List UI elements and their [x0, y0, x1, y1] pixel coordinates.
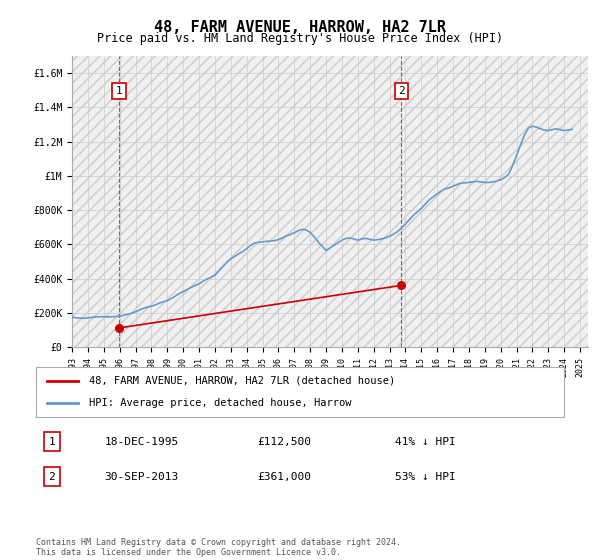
- Text: £361,000: £361,000: [258, 472, 312, 482]
- Text: 41% ↓ HPI: 41% ↓ HPI: [395, 437, 456, 447]
- Text: 48, FARM AVENUE, HARROW, HA2 7LR: 48, FARM AVENUE, HARROW, HA2 7LR: [154, 20, 446, 35]
- Text: £112,500: £112,500: [258, 437, 312, 447]
- Text: Contains HM Land Registry data © Crown copyright and database right 2024.
This d: Contains HM Land Registry data © Crown c…: [36, 538, 401, 557]
- Text: 30-SEP-2013: 30-SEP-2013: [104, 472, 179, 482]
- Text: 48, FARM AVENUE, HARROW, HA2 7LR (detached house): 48, FARM AVENUE, HARROW, HA2 7LR (detach…: [89, 376, 395, 386]
- Text: 1: 1: [49, 437, 55, 447]
- Text: HPI: Average price, detached house, Harrow: HPI: Average price, detached house, Harr…: [89, 398, 352, 408]
- Point: [397, 281, 406, 290]
- Text: 53% ↓ HPI: 53% ↓ HPI: [395, 472, 456, 482]
- Text: 2: 2: [49, 472, 55, 482]
- Point: [115, 324, 124, 333]
- Text: 1: 1: [116, 86, 122, 96]
- Text: Price paid vs. HM Land Registry's House Price Index (HPI): Price paid vs. HM Land Registry's House …: [97, 32, 503, 45]
- Text: 18-DEC-1995: 18-DEC-1995: [104, 437, 179, 447]
- Text: 2: 2: [398, 86, 405, 96]
